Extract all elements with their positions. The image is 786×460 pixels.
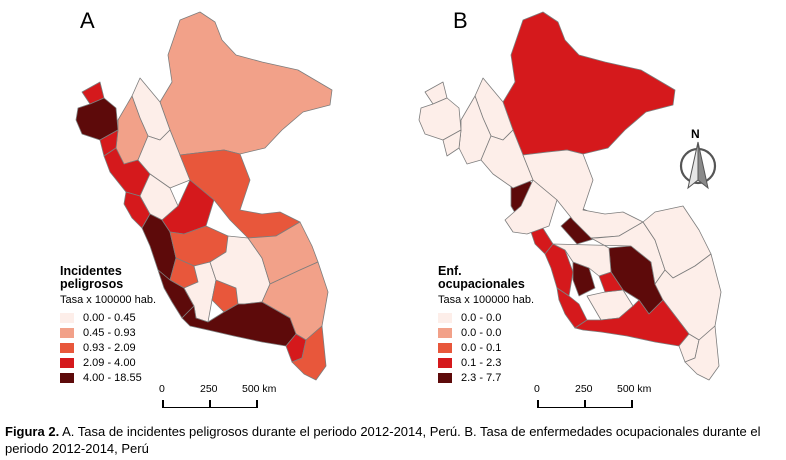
map-panel-b: B [393,0,786,408]
legend-a-label: 0.93 - 2.09 [83,341,136,354]
legend-a-item: 4.00 - 18.55 [60,370,156,385]
region-loreto [502,11,676,156]
scale-b-label-250: 250 [575,383,593,395]
peru-map-hazardous-incidents [75,11,333,381]
legend-b-label: 0.0 - 0.0 [461,326,502,339]
legend-a-item: 0.45 - 0.93 [60,325,156,340]
legend-a-subtitle: Tasa x 100000 hab. [60,294,157,306]
legend-b-subtitle: Tasa x 100000 hab. [438,294,535,306]
legend-a-title-line2: peligrosos [60,277,124,291]
region-cusco [552,221,666,285]
region-arequipa [574,299,690,347]
legend-b-label: 2.3 - 7.7 [461,371,502,384]
peru-map-occupational-diseases [418,11,722,381]
legend-b-title-line2: ocupacionales [438,277,525,291]
legend-a-title-line1: Incidentes [60,264,122,278]
legend-a: Incidentes peligrosos Tasa x 100000 hab.… [60,265,156,385]
legend-b-label: 0.1 - 2.3 [461,356,502,369]
legend-b-item: 0.1 - 2.3 [438,355,534,370]
legend-b: Enf. ocupacionales Tasa x 100000 hab. 0.… [438,265,534,385]
legend-b-swatch [438,372,452,383]
legend-b-swatch [438,312,452,323]
map-panel-a: A [0,0,393,408]
region-ucayali [179,149,301,239]
caption-label: Figura 2. [5,424,60,439]
legend-a-label: 2.09 - 4.00 [83,356,136,369]
legend-a-swatch [60,312,74,323]
legend-b-item: 2.3 - 7.7 [438,370,534,385]
scale-b-label-0: 0 [534,383,540,395]
figure-caption: Figura 2. A. Tasa de incidentes peligros… [5,423,783,457]
scale-a-label-250: 250 [200,383,218,395]
legend-a-item: 0.00 - 0.45 [60,310,156,325]
scale-b-label-500: 500 km [617,383,652,395]
legend-b-label: 0.0 - 0.1 [461,341,502,354]
region-loreto [159,11,333,156]
panel-letter-b: B [453,8,468,33]
region-tacna [291,325,327,381]
legend-a-swatch [60,357,74,368]
region-pasco [504,179,558,235]
legend-b-item: 0.0 - 0.0 [438,325,534,340]
legend-b-item: 0.0 - 0.1 [438,340,534,355]
legend-a-label: 0.00 - 0.45 [83,311,136,324]
legend-b-swatch [438,357,452,368]
scale-bar-a: 0 250 500 km [159,383,276,408]
scale-bar-b: 0 250 500 km [534,383,651,408]
legend-a-item: 2.09 - 4.00 [60,355,156,370]
legend-b-item: 0.0 - 0.0 [438,310,534,325]
legend-b-swatch [438,342,452,353]
region-arequipa [181,301,297,347]
legend-a-swatch [60,342,74,353]
legend-a-label: 4.00 - 18.55 [83,371,142,384]
caption-text: A. Tasa de incidentes peligrosos durante… [5,424,761,456]
legend-b-title-line1: Enf. [438,264,462,278]
legend-b-swatch [438,327,452,338]
region-ucayali [522,149,644,239]
north-arrow-label: N [691,127,700,141]
scale-a-label-0: 0 [159,383,165,395]
legend-a-label: 0.45 - 0.93 [83,326,136,339]
legend-a-swatch [60,327,74,338]
panel-letter-a: A [80,8,95,33]
region-lambayeque [442,129,462,157]
region-tacna [684,325,720,381]
legend-a-swatch [60,372,74,383]
scale-a-label-500: 500 km [242,383,277,395]
north-arrow-icon [679,141,717,190]
legend-b-label: 0.0 - 0.0 [461,311,502,324]
legend-a-item: 0.93 - 2.09 [60,340,156,355]
